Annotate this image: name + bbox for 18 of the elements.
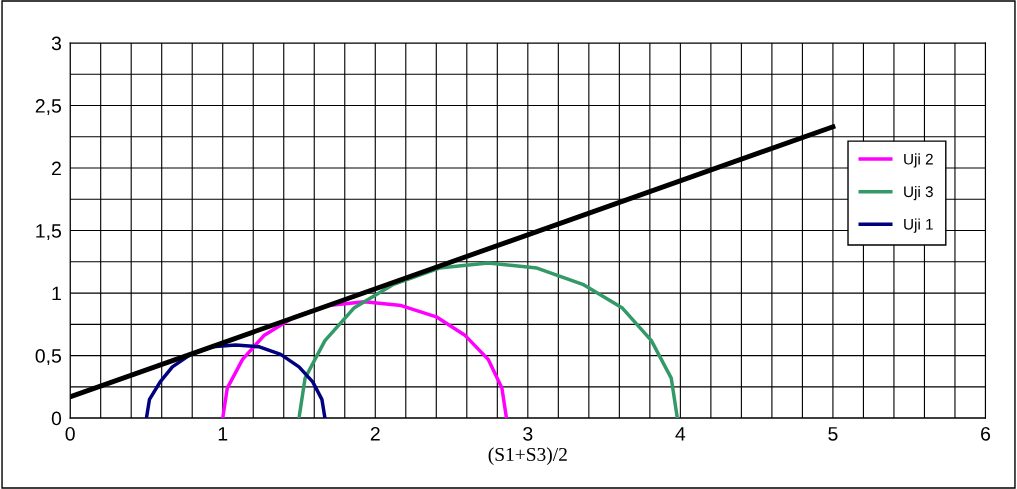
y-tick-label: 1,5 [36,224,62,241]
y-tick-label: 0 [51,411,62,426]
y-tick-label: 2 [52,161,61,176]
legend-label: Uji 1 [904,218,933,233]
legend-label: Uji 2 [904,153,933,168]
x-tick-label: 0 [65,426,75,441]
x-tick-label: 3 [523,426,533,441]
legend-label: Uji 3 [904,185,933,201]
x-axis-title: (S1+S3)/2 [488,447,567,465]
y-tick-label: 0,5 [35,349,62,366]
x-tick-label: 4 [675,427,686,441]
x-tick-label: 1 [218,427,228,441]
y-tick-label: 1 [52,286,61,301]
x-tick-label: 6 [981,426,991,441]
y-tick-label: 3 [51,36,61,51]
y-tick-label: 2,5 [35,99,62,116]
x-tick-label: 2 [370,426,380,441]
x-tick-label: 5 [828,427,838,441]
